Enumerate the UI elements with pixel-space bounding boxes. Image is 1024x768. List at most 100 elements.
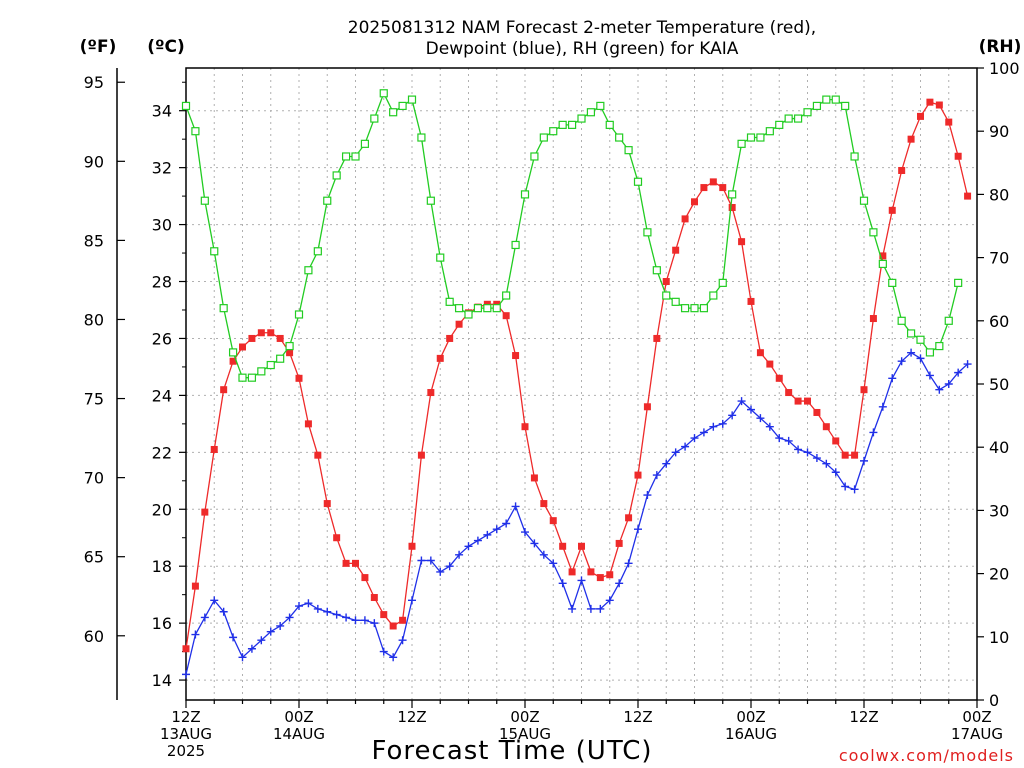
- temperature-point: [832, 437, 840, 445]
- rh-point: [690, 304, 699, 313]
- rh-point: [266, 360, 275, 370]
- temperature-point: [662, 278, 670, 286]
- dewpoint-point: [200, 613, 209, 622]
- temperature-point: [756, 349, 764, 357]
- temperature-point: [370, 594, 378, 602]
- rh-point: [784, 114, 793, 123]
- temperature-point: [276, 334, 284, 342]
- rh-point: [841, 101, 850, 111]
- temperature-point: [333, 534, 341, 542]
- dewpoint-point: [681, 442, 690, 451]
- rh-point: [897, 316, 906, 325]
- rh-point: [502, 291, 511, 300]
- dewpoint-point: [605, 596, 614, 605]
- dewpoint-point: [718, 419, 727, 428]
- fahrenheit-tick-label: 90: [84, 152, 104, 171]
- dewpoint-point: [728, 411, 737, 420]
- fahrenheit-tick-label: 60: [84, 627, 104, 646]
- temperature-point: [436, 354, 444, 362]
- rh-point: [803, 108, 812, 117]
- temperature-point: [530, 474, 538, 482]
- dewpoint-point: [285, 613, 294, 622]
- x-tick-label: 00Z: [510, 708, 539, 726]
- temperature-point: [304, 420, 312, 428]
- rh-point: [445, 297, 454, 306]
- dewpoint-point: [784, 436, 793, 445]
- x-tick-label: 17AUG: [951, 725, 1003, 743]
- temperature-point: [559, 542, 567, 550]
- rh-point: [304, 266, 313, 275]
- series-layer: [181, 89, 972, 679]
- rh-point: [624, 146, 633, 155]
- dewpoint-point: [247, 644, 256, 653]
- celsius-axis-label: (ºC): [147, 37, 185, 57]
- dewpoint-point: [389, 653, 398, 662]
- rh-point: [633, 177, 643, 186]
- dewpoint-point: [219, 607, 228, 616]
- temperature-point: [681, 215, 689, 223]
- dewpoint-point: [539, 550, 548, 559]
- rh-point: [728, 190, 737, 199]
- temperature-point: [587, 568, 595, 576]
- temperature-point: [794, 397, 802, 405]
- fahrenheit-tick-label: 65: [84, 548, 104, 567]
- dewpoint-point: [954, 368, 963, 377]
- dewpoint-point: [360, 616, 369, 625]
- chart-title: 2025081312 NAM Forecast 2-meter Temperat…: [348, 18, 816, 59]
- dewpoint-point: [323, 607, 332, 616]
- temperature-point: [700, 184, 708, 192]
- dewpoint-point: [502, 519, 511, 528]
- dewpoint-point: [803, 448, 812, 457]
- fahrenheit-tick-label: 85: [84, 231, 104, 250]
- celsius-tick-label: 20: [152, 500, 172, 519]
- temperature-point: [267, 329, 275, 337]
- dewpoint-point: [841, 482, 850, 491]
- temperature-point: [427, 389, 435, 397]
- temperature-point: [446, 334, 454, 342]
- rh-point: [812, 101, 822, 111]
- temperature-point: [643, 403, 651, 411]
- dewpoint-point: [869, 428, 878, 437]
- x-tick-label: 14AUG: [273, 725, 325, 743]
- temperature-point: [380, 611, 388, 619]
- rh-point: [294, 310, 304, 319]
- rh-tick-label: 10: [989, 628, 1009, 647]
- fahrenheit-tick-label: 75: [84, 390, 104, 409]
- rh-tick-label: 100: [989, 59, 1020, 78]
- temperature-point: [672, 246, 680, 254]
- temperature-point: [851, 451, 859, 459]
- dewpoint-point: [775, 434, 784, 443]
- temperature-point: [898, 166, 906, 174]
- temperature-point: [860, 386, 868, 394]
- dewpoint-point: [417, 556, 426, 565]
- rh-point: [944, 316, 953, 325]
- dewpoint-point: [916, 354, 925, 363]
- rh-point: [407, 95, 417, 104]
- fahrenheit-axis-label: (ºF): [80, 37, 117, 57]
- dewpoint-point: [652, 471, 661, 480]
- rh-point: [746, 133, 756, 142]
- dewpoint-point: [907, 348, 916, 357]
- dewpoint-point: [568, 604, 577, 613]
- dewpoint-point: [643, 491, 652, 500]
- dewpoint-point: [445, 562, 454, 571]
- temperature-point: [295, 374, 303, 382]
- temperature-point: [210, 445, 218, 453]
- temperature-point: [813, 408, 821, 416]
- dewpoint-point: [238, 653, 247, 662]
- x-tick-label: 13AUG: [160, 725, 212, 743]
- temperature-point: [709, 178, 717, 186]
- dewpoint-point: [210, 596, 219, 605]
- rh-point: [756, 133, 765, 142]
- rh-point: [671, 297, 680, 306]
- rh-point: [341, 152, 351, 161]
- temperature-point: [191, 582, 199, 590]
- temperature-point: [869, 315, 877, 323]
- dewpoint-point: [935, 385, 944, 394]
- temperature-point: [521, 423, 529, 431]
- rh-point: [483, 304, 492, 313]
- dewpoint-point: [596, 604, 605, 613]
- dewpoint-series-line: [185, 351, 969, 675]
- temperature-point: [314, 451, 322, 459]
- temperature-point: [182, 645, 190, 653]
